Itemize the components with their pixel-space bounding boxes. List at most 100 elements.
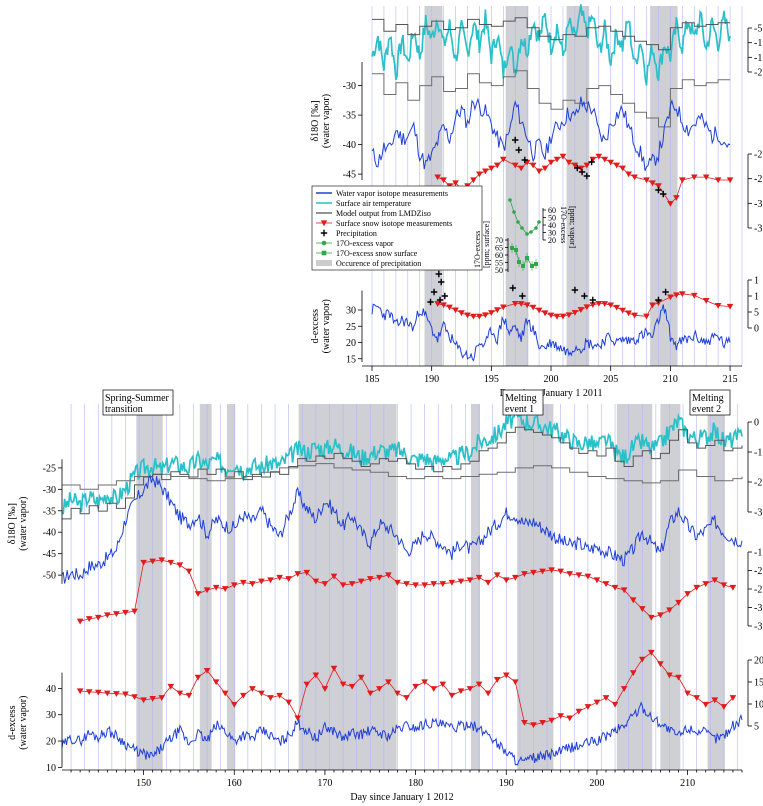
right-axis-temperature-2012-tick-label: -2 <box>754 478 762 489</box>
right-axis-snow-dexcess-2011-tick-label: 0 <box>754 324 759 335</box>
snow-dexcess-point-2011 <box>517 301 525 307</box>
snow-d18o-point-2012 <box>203 587 211 594</box>
snow-dexcess-point-2012 <box>194 674 202 681</box>
snow-dexcess-point-2011 <box>673 292 680 299</box>
snow-d18o-point-2012 <box>176 562 184 569</box>
right-axis-snow-dexcess-2012-tick-label: 5 <box>754 722 759 733</box>
x-tick-label-2012: 200 <box>589 778 604 789</box>
precipitation-cross-2011 <box>436 296 444 304</box>
y-tick-label-dexcess-2012: 30 <box>46 710 56 721</box>
right-axis-temperature-2012-tick-label: -3 <box>754 508 762 519</box>
snow-d18o-point-2011 <box>559 153 567 160</box>
snow-d18o-point-2012 <box>330 573 338 580</box>
x-tick-label-2011: 190 <box>424 374 439 385</box>
right-axis-snow-dexcess-2011-tick-label: 1 <box>754 292 759 303</box>
inset-right-label-line2: [ppm; vapor] <box>568 206 577 248</box>
snow-d18o-point-2011 <box>440 177 447 184</box>
snow-dexcess-point-2012 <box>122 691 129 698</box>
snow-dexcess-point-2011 <box>482 312 489 319</box>
x-tick-label-2012: 150 <box>136 778 151 789</box>
y-title-dexcess-2012-line2: (water vapor) <box>18 696 29 750</box>
snow-d18o-point-2011 <box>565 159 573 166</box>
snow-dexcess-point-2012 <box>76 688 84 695</box>
snow-d18o-point-2012 <box>530 569 537 576</box>
temperature-line-2012 <box>61 408 743 515</box>
snow-d18o-point-2012 <box>430 581 438 587</box>
snow-dexcess-point-2011 <box>523 302 531 309</box>
snow-d18o-point-2012 <box>249 581 256 587</box>
annotation-box <box>102 389 174 416</box>
snow-d18o-point-2012 <box>502 577 510 584</box>
snow-dexcess-point-2012 <box>620 686 628 692</box>
snow-d18o-point-2012 <box>711 577 719 584</box>
legend-label: Water vapor isotope measurements <box>336 189 448 198</box>
snow-d18o-point-2011 <box>452 180 459 187</box>
inset-right-tick-label: 60 <box>548 206 556 215</box>
snow-d18o-point-2011 <box>511 162 519 169</box>
snow-dexcess-point-2011 <box>434 301 441 307</box>
snow-dexcess-point-2012 <box>675 674 682 681</box>
precipitation-cross-2011 <box>438 278 445 286</box>
precipitation-bands-2012 <box>136 404 725 770</box>
snow-dexcess-point-2012 <box>339 681 347 688</box>
snow-d18o-point-2012 <box>185 568 193 575</box>
snow-d18o-point-2012 <box>230 582 238 589</box>
x-tick-label-2011: 200 <box>544 374 559 385</box>
right-axis-snow-d18o-2012-tick-label: -2 <box>754 585 762 596</box>
inset-vapor-point <box>525 232 529 236</box>
snow-dexcess-point-2012 <box>475 681 483 688</box>
snow-dexcess-point-2012 <box>249 686 256 692</box>
snow-d18o-point-2012 <box>657 612 664 619</box>
snow-d18o-point-2012 <box>321 581 329 587</box>
right-axis-temperature-2012-tick-label: -1 <box>754 448 762 459</box>
snow-dexcess-point-2012 <box>403 695 410 701</box>
snow-d18o-point-2012 <box>475 574 483 581</box>
annotation-line1: Melting <box>505 393 537 404</box>
snow-d18o-point-2012 <box>557 568 564 575</box>
inset-left-axis-label: 17O-excess [ppm; surface] <box>473 221 491 268</box>
precipitation-cross-2011 <box>574 164 581 172</box>
snow-dexcess-point-2011 <box>714 302 722 309</box>
snow-d18o-point-2012 <box>167 559 175 566</box>
snow-dexcess-point-2012 <box>221 690 229 697</box>
snow-d18o-point-2012 <box>339 582 347 589</box>
snow-d18o-point-2012 <box>457 578 465 585</box>
snow-dexcess-point-2012 <box>439 681 447 688</box>
snow-dexcess-point-2012 <box>176 690 184 697</box>
snow-dexcess-point-2011 <box>667 294 674 301</box>
snow-d18o-point-2011 <box>702 174 710 181</box>
precipitation-cross-2011 <box>660 190 667 198</box>
snow-d18o-point-2012 <box>521 571 528 577</box>
y-title-d18o-2012-line1: δ18O [‰] <box>7 503 18 544</box>
y-title-dexcess-2011-line2: (water vapor) <box>321 299 332 353</box>
snow-dexcess-point-2011 <box>577 307 585 313</box>
snow-d18o-point-2011 <box>613 162 620 169</box>
precipitation-cross-2011 <box>441 292 449 300</box>
model-lmdziso-2011 <box>372 70 731 128</box>
right-axis-snow-d18o-2011-tick-label: -3 <box>754 224 762 235</box>
precip-band-2012-0 <box>136 404 163 770</box>
legend-label: Surface air temperature <box>336 199 412 208</box>
snow-dexcess-point-2011 <box>726 303 734 310</box>
snow-dexcess-point-2011 <box>649 302 656 309</box>
snow-dexcess-point-2012 <box>512 679 519 686</box>
snow-dexcess-point-2012 <box>684 690 691 697</box>
legend-swatch-cross <box>320 229 328 237</box>
x-tick-label-2011: 210 <box>663 374 678 385</box>
snow-dexcess-point-2011 <box>601 301 609 307</box>
snow-dexcess-point-2012 <box>212 679 220 686</box>
snow-d18o-point-2012 <box>484 579 492 586</box>
model-temperature-2012 <box>62 426 743 520</box>
snow-d18o-point-2012 <box>666 607 673 614</box>
snow-d18o-point-2011 <box>529 162 537 169</box>
snow-dexcess-point-2012 <box>149 696 156 702</box>
x-tick-label-2012: 170 <box>317 778 332 789</box>
x-tick-label-2011: 205 <box>603 374 618 385</box>
snow-dexcess-point-2011 <box>464 312 471 319</box>
